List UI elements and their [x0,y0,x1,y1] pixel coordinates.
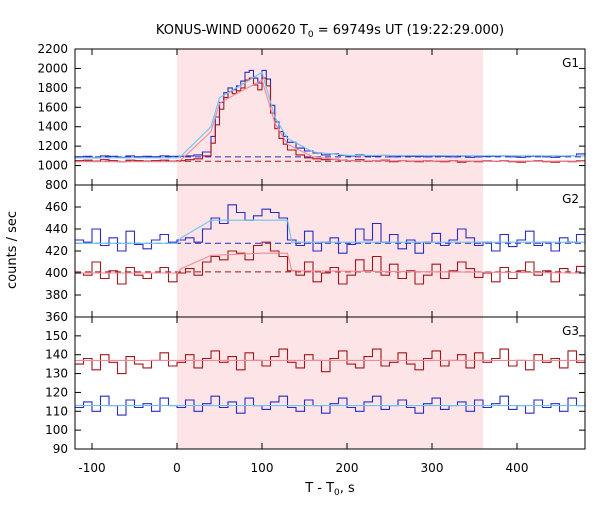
panel-g2: 360 380 400 420 440 460 G2 [45,184,586,324]
x-tick-label: 0 [173,461,181,475]
y-tick-label: 100 [45,423,68,437]
y-tick-label: 120 [45,385,68,399]
x-tick-label: 200 [336,461,359,475]
series-blue-line [75,69,586,159]
panel-label-g3: G3 [562,324,579,338]
y-tick-label: 800 [45,178,68,192]
y-tick-label: 460 [45,200,68,214]
chart-title-main: KONUS-WIND 000620 T [156,23,308,38]
shaded-interval [177,49,483,185]
y-tick-label: 1600 [37,100,68,114]
chart-title-rest: = 69749s UT (19:22:29.000) [314,23,504,38]
fit-blue-line [75,71,586,159]
x-axis-label-sub: 0 [334,488,340,498]
y-tick-label: 360 [45,310,68,324]
fit-blue-line [75,219,585,244]
y-tick-label: 1200 [37,139,68,153]
x-axis-label-rest: , s [340,481,355,496]
panel-label-g2: G2 [562,192,579,206]
y-tick-label: 150 [45,329,68,343]
y-tick-label: 140 [45,348,68,362]
y-tick-label: 1000 [37,159,68,173]
y-tick-label: 2000 [37,61,68,75]
y-tick-label: 90 [53,442,68,456]
y-tick-label: 130 [45,367,68,381]
panel-g1: 800 1000 1200 1400 1600 1800 2000 2200 G1 [37,42,586,192]
y-tick-label: 420 [45,244,68,258]
y-tick-label: 2200 [37,42,68,56]
y-tick-label: 1800 [37,81,68,95]
y-tick-label: 400 [45,266,68,280]
chart-title: KONUS-WIND 000620 T0 = 69749s UT (19:22:… [156,23,504,40]
x-tick-label: -100 [78,461,105,475]
chart-panels: 8001000120014001600180020002200G13603804… [37,42,586,475]
fit-red-line [75,252,586,274]
x-axis-label-main: T - T [304,481,334,496]
series-blue-line [75,204,586,254]
panel-frame [74,316,586,450]
panel-g3: 90 100 110 120 130 140 150 G3 [45,316,586,456]
x-tick-label: 100 [251,461,274,475]
x-tick-label: 400 [506,461,529,475]
y-axis-label: counts / sec [5,211,20,289]
x-axis: -100 0 100 200 300 400 [78,461,528,475]
fit-red-line [75,79,586,163]
y-tick-label: 440 [45,222,68,236]
y-tick-label: 110 [45,404,68,418]
shaded-interval [177,185,483,317]
series-red-line [75,348,586,375]
shaded-interval [177,317,483,449]
y-tick-label: 1400 [37,120,68,134]
y-tick-label: 380 [45,288,68,302]
panel-label-g1: G1 [562,56,579,70]
series-red-line [75,241,586,285]
chart-title-sub: 0 [308,30,314,40]
x-tick-label: 300 [421,461,444,475]
series-blue-line [75,395,586,416]
x-axis-label: T - T0, s [304,481,355,498]
